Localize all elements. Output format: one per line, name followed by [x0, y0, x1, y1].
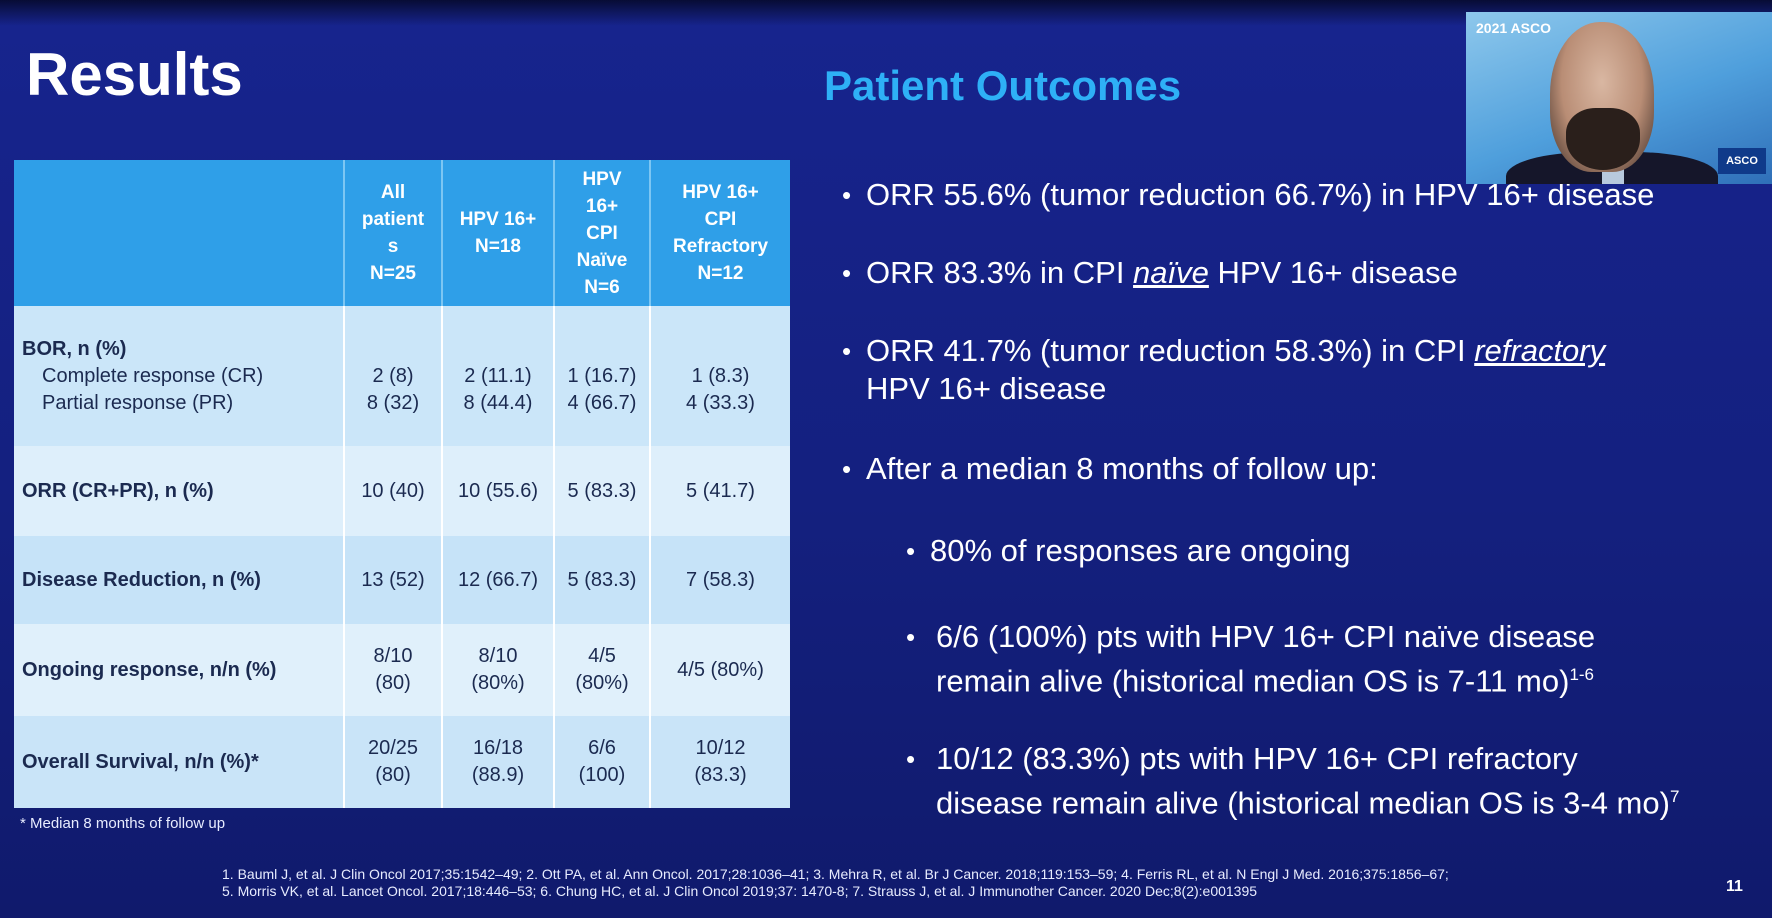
header-cpi-naive: HPV 16+ CPI Naïve N=6	[554, 160, 651, 306]
row-label: Disease Reduction, n (%)	[14, 536, 345, 624]
reference-line: 1. Bauml J, et al. J Clin Oncol 2017;35:…	[222, 866, 1449, 882]
header-cpi-refractory: HPV 16+ CPI Refractory N=12	[650, 160, 790, 306]
table-cell: 4/5 (80%)	[554, 624, 651, 716]
asco-logo: 2021 ASCO	[1476, 20, 1551, 36]
bullet-dot-icon: •	[906, 622, 916, 652]
asco-badge: ASCO	[1718, 148, 1766, 174]
reference-line: 5. Morris VK, et al. Lancet Oncol. 2017;…	[222, 883, 1258, 899]
header-empty	[14, 160, 345, 306]
table-footnote: * Median 8 months of follow up	[20, 815, 226, 832]
pr-label: Partial response (PR)	[42, 391, 234, 414]
row-label: ORR (CR+PR), n (%)	[14, 446, 345, 536]
header-all-patients: All patient s N=25	[344, 160, 443, 306]
bullet-dot-icon: •	[906, 744, 916, 774]
table-cell: 2 (8) 8 (32)	[344, 306, 443, 446]
table-cell: 5 (83.3)	[554, 536, 651, 624]
table-cell: 6/6 (100)	[554, 716, 651, 808]
row-label-bor: BOR, n (%) Complete response (CR) Partia…	[14, 306, 345, 446]
bullet-item: • ORR 83.3% in CPI naïve HPV 16+ disease	[842, 255, 1458, 290]
table-cell: 5 (41.7)	[650, 446, 790, 536]
table-cell: 2 (11.1) 8 (44.4)	[442, 306, 555, 446]
table-row-bor: BOR, n (%) Complete response (CR) Partia…	[14, 306, 790, 446]
speaker-beard	[1566, 108, 1640, 170]
table-cell: 13 (52)	[344, 536, 443, 624]
bullet-dot-icon: •	[842, 180, 852, 210]
table-header-row: All patient s N=25 HPV 16+ N=18 HPV 16+ …	[14, 160, 790, 306]
bullet-item: • After a median 8 months of follow up:	[842, 451, 1378, 486]
header-hpv16: HPV 16+ N=18	[442, 160, 555, 306]
page-number: 11	[1726, 878, 1743, 895]
table-cell: 10 (40)	[344, 446, 443, 536]
results-table: All patient s N=25 HPV 16+ N=18 HPV 16+ …	[14, 160, 790, 808]
table-cell: 8/10 (80)	[344, 624, 443, 716]
table-cell: 1 (16.7) 4 (66.7)	[554, 306, 651, 446]
bullet-dot-icon: •	[842, 258, 852, 288]
table-row-orr: ORR (CR+PR), n (%) 10 (40) 10 (55.6) 5 (…	[14, 446, 790, 536]
bullet-dot-icon: •	[842, 454, 852, 484]
sub-bullet-item: • 6/6 (100%) pts with HPV 16+ CPI naïve …	[906, 619, 1596, 699]
sub-bullet-item: • 10/12 (83.3%) pts with HPV 16+ CPI ref…	[906, 741, 1680, 821]
table-cell: 16/18 (88.9)	[442, 716, 555, 808]
table-row-overall-survival: Overall Survival, n/n (%)* 20/25 (80) 16…	[14, 716, 790, 808]
bor-label: BOR, n (%)	[22, 337, 127, 360]
row-label: Ongoing response, n/n (%)	[14, 624, 345, 716]
table-cell: 10 (55.6)	[442, 446, 555, 536]
table-cell: 5 (83.3)	[554, 446, 651, 536]
table-cell: 4/5 (80%)	[650, 624, 790, 716]
table-cell: 8/10 (80%)	[442, 624, 555, 716]
slide-title: Results	[26, 41, 243, 108]
table-cell: 12 (66.7)	[442, 536, 555, 624]
table-cell: 1 (8.3) 4 (33.3)	[650, 306, 790, 446]
bullet-dot-icon: •	[906, 536, 916, 566]
table-row-disease-reduction: Disease Reduction, n (%) 13 (52) 12 (66.…	[14, 536, 790, 624]
references: 1. Bauml J, et al. J Clin Oncol 2017;35:…	[222, 866, 1552, 900]
speaker-video-feed: 2021 ASCO ASCO	[1466, 12, 1772, 184]
row-label: Overall Survival, n/n (%)*	[14, 716, 345, 808]
section-title: Patient Outcomes	[824, 62, 1182, 109]
results-table-container: All patient s N=25 HPV 16+ N=18 HPV 16+ …	[14, 160, 790, 808]
table-cell: 7 (58.3)	[650, 536, 790, 624]
sub-bullet-item: • 80% of responses are ongoing	[906, 533, 1351, 568]
bullet-item: • ORR 41.7% (tumor reduction 58.3%) in C…	[842, 333, 1606, 406]
bullet-dot-icon: •	[842, 336, 852, 366]
cr-label: Complete response (CR)	[42, 364, 264, 387]
table-cell: 20/25 (80)	[344, 716, 443, 808]
table-row-ongoing-response: Ongoing response, n/n (%) 8/10 (80) 8/10…	[14, 624, 790, 716]
table-cell: 10/12 (83.3)	[650, 716, 790, 808]
